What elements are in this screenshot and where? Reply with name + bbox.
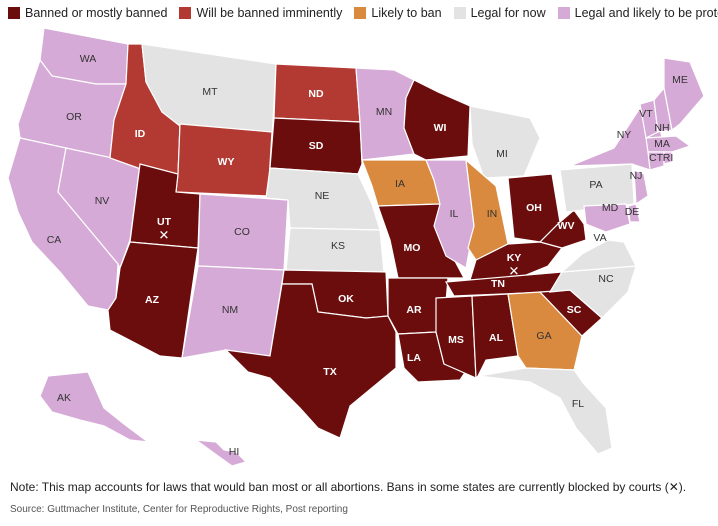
legend-swatch-legal xyxy=(453,7,466,19)
state-ct xyxy=(647,151,665,171)
state-label-il: IL xyxy=(450,208,459,220)
state-va xyxy=(560,239,637,273)
state-label-va: VA xyxy=(593,232,606,244)
legend-item-protected: Legal and likely to be protected xyxy=(557,6,718,20)
state-label-pa: PA xyxy=(589,179,602,191)
state-label-md: MD xyxy=(602,202,619,214)
blocked-mark-ky: ✕ xyxy=(509,265,520,280)
state-tx xyxy=(224,283,397,439)
state-label-wi: WI xyxy=(434,122,447,134)
state-label-in: IN xyxy=(487,208,498,220)
state-ny xyxy=(569,107,667,171)
legend-item-imminent: Will be banned imminently xyxy=(179,6,342,20)
state-hi xyxy=(193,439,248,467)
labels-layer: WAORCANVIDMTWYUT✕AZCONMNDSDNEKSOKTXMNIAM… xyxy=(47,53,688,458)
legend-item-likely: Likely to ban xyxy=(354,6,442,20)
state-ak xyxy=(39,371,151,443)
state-label-ri: RI xyxy=(663,152,674,164)
states-layer xyxy=(7,28,705,467)
state-label-nd: ND xyxy=(308,88,324,100)
state-label-nm: NM xyxy=(222,304,238,316)
state-label-mn: MN xyxy=(376,106,392,118)
state-wi xyxy=(403,79,471,161)
state-label-id: ID xyxy=(135,128,146,140)
state-fl xyxy=(477,367,613,455)
state-label-de: DE xyxy=(625,206,640,218)
state-label-ca: CA xyxy=(47,234,62,246)
state-label-ms: MS xyxy=(448,334,464,346)
us-abortion-map: WAORCANVIDMTWYUT✕AZCONMNDSDNEKSOKTXMNIAM… xyxy=(7,28,705,467)
source-line: Source: Guttmacher Institute, Center for… xyxy=(10,504,348,515)
state-label-ar: AR xyxy=(406,304,422,316)
state-label-ct: CT xyxy=(649,152,664,164)
state-label-al: AL xyxy=(489,332,504,344)
state-az xyxy=(107,241,199,359)
map-note: Note: This map accounts for laws that wo… xyxy=(10,480,687,494)
legend-label-protected: Legal and likely to be protected xyxy=(574,6,718,20)
state-label-oh: OH xyxy=(526,202,542,214)
state-label-hi: HI xyxy=(229,446,240,458)
legend-label-banned: Banned or mostly banned xyxy=(25,6,168,20)
state-me xyxy=(663,57,705,132)
state-label-mo: MO xyxy=(404,242,421,254)
state-label-az: AZ xyxy=(145,294,160,306)
state-label-ga: GA xyxy=(536,330,551,342)
state-label-tx: TX xyxy=(323,366,336,378)
state-label-ks: KS xyxy=(331,240,345,252)
state-label-ok: OK xyxy=(338,293,354,305)
state-label-ut: UT xyxy=(157,216,172,228)
legend-swatch-banned xyxy=(8,7,20,19)
legend-label-likely: Likely to ban xyxy=(371,6,442,20)
state-label-wv: WV xyxy=(558,220,575,232)
state-label-ny: NY xyxy=(617,129,632,141)
legend-item-legal: Legal for now xyxy=(453,6,546,20)
state-ma xyxy=(645,135,692,153)
state-sd xyxy=(269,117,363,175)
state-wy xyxy=(175,123,273,197)
state-label-sd: SD xyxy=(309,140,324,152)
legend-label-legal: Legal for now xyxy=(470,6,546,20)
legend-item-banned: Banned or mostly banned xyxy=(8,6,167,20)
state-label-nj: NJ xyxy=(630,170,643,182)
state-label-mt: MT xyxy=(202,86,218,98)
state-label-me: ME xyxy=(672,74,688,86)
state-label-fl: FL xyxy=(572,398,584,410)
legend: Banned or mostly banned Will be banned i… xyxy=(8,6,718,20)
state-label-la: LA xyxy=(407,352,421,364)
legend-label-imminent: Will be banned imminently xyxy=(196,6,343,20)
state-label-nc: NC xyxy=(598,273,614,285)
state-label-ne: NE xyxy=(315,190,330,202)
legend-swatch-likely xyxy=(354,7,367,19)
state-ri xyxy=(663,151,673,165)
state-label-or: OR xyxy=(66,111,82,123)
state-label-tn: TN xyxy=(491,278,505,290)
state-de xyxy=(627,203,641,223)
state-label-wy: WY xyxy=(218,156,235,168)
state-label-mi: MI xyxy=(496,148,508,160)
state-nj xyxy=(633,169,649,206)
state-label-nh: NH xyxy=(654,122,669,134)
blocked-mark-ut: ✕ xyxy=(159,229,170,244)
legend-swatch-protected xyxy=(557,7,570,19)
state-mi xyxy=(469,105,541,179)
state-label-co: CO xyxy=(234,226,250,238)
state-label-sc: SC xyxy=(567,304,582,316)
legend-swatch-imminent xyxy=(179,7,192,19)
state-label-wa: WA xyxy=(80,53,97,65)
state-label-ky: KY xyxy=(507,252,522,264)
state-label-ia: IA xyxy=(395,178,405,190)
state-md xyxy=(583,203,631,233)
state-label-nv: NV xyxy=(95,195,110,207)
state-label-ak: AK xyxy=(57,392,71,404)
state-ms xyxy=(435,295,477,379)
state-wv xyxy=(538,209,587,249)
state-label-ma: MA xyxy=(654,138,670,150)
state-label-vt: VT xyxy=(639,108,653,120)
